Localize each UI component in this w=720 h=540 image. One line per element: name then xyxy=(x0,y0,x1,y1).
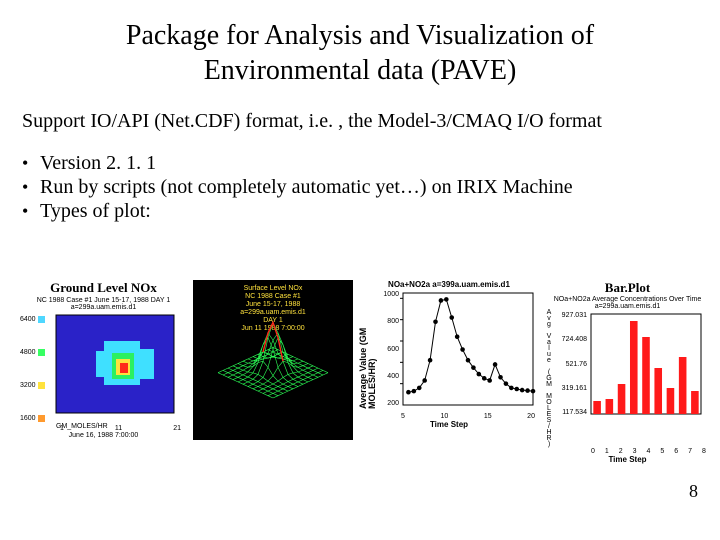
xtick: 4 xyxy=(646,448,650,455)
panel-d-sub2: a=299a.uam.emis.d1 xyxy=(545,303,710,310)
xtick: 10 xyxy=(440,413,448,420)
title-line-2: Environmental data (PAVE) xyxy=(204,55,517,86)
panel-c-xlabel: Time Step xyxy=(359,420,539,429)
xtick: 2 xyxy=(619,448,623,455)
bullet-dot-icon: • xyxy=(22,151,40,175)
bullet-text: Version 2. 1. 1 xyxy=(40,151,156,175)
bullet-text: Run by scripts (not completely automatic… xyxy=(40,175,573,199)
ytick: 800 xyxy=(377,318,399,325)
panel-a-sub1: NC 1988 Case #1 June 15-17, 1988 DAY 1 xyxy=(20,297,187,304)
xtick: 3 xyxy=(633,448,637,455)
panel-c-xticks: 5 10 15 20 xyxy=(359,413,539,420)
ytick: 117.534 xyxy=(553,409,587,416)
bullet-item: • Version 2. 1. 1 xyxy=(22,151,698,175)
legend-val: 6400 xyxy=(20,316,36,323)
svg-text:Jun 11 1988 7:00:00: Jun 11 1988 7:00:00 xyxy=(241,325,304,332)
panel-a-sub2: a=299a.uam.emis.d1 xyxy=(20,304,187,311)
legend-swatch xyxy=(38,349,45,356)
panel-bar: Bar.Plot NOa+NO2a Average Concentrations… xyxy=(545,280,710,450)
xtick: 6 xyxy=(674,448,678,455)
xtick: 5 xyxy=(660,448,664,455)
svg-text:a=299a.uam.emis.d1: a=299a.uam.emis.d1 xyxy=(240,309,306,316)
xtick: 1 xyxy=(605,448,609,455)
panel-d-xticks: 0 1 2 3 4 5 6 7 8 xyxy=(545,448,710,455)
bullet-dot-icon: • xyxy=(22,175,40,199)
svg-text:Surface Level NOx: Surface Level NOx xyxy=(244,285,303,292)
panel-c-title: NOa+NO2a a=399a.uam.emis.d1 xyxy=(359,280,539,289)
xtick: 11 xyxy=(115,425,122,432)
panel-c-chart xyxy=(399,289,539,413)
panel-d-title: Bar.Plot xyxy=(545,280,710,296)
panel-a-caption: June 16, 1988 7:00:00 xyxy=(20,432,187,439)
panel-d-yticks: 927.031 724.408 521.76 319.161 117.534 xyxy=(553,310,587,416)
legend-val: 1600 xyxy=(20,415,36,422)
ytick: 521.76 xyxy=(553,361,587,368)
legend-swatch xyxy=(38,316,45,323)
panel-d-chart xyxy=(587,310,705,420)
panel-d-ylabel: Avg Value (GM MOLES/HR) xyxy=(545,310,553,448)
panel-timeseries: NOa+NO2a a=399a.uam.emis.d1 Average Valu… xyxy=(359,280,539,450)
panel-ground-level-nox: Ground Level NOx NC 1988 Case #1 June 15… xyxy=(20,280,187,450)
support-text: Support IO/API (Net.CDF) format, i.e. , … xyxy=(0,88,720,133)
panel-c-ylabel: Average Value (GM MOLES/HR) xyxy=(359,289,377,409)
panel-a-title: Ground Level NOx xyxy=(20,280,187,296)
ytick: 724.408 xyxy=(553,336,587,343)
xtick: 21 xyxy=(173,425,181,432)
bullet-dot-icon: • xyxy=(22,199,40,223)
ytick: 1000 xyxy=(377,291,399,298)
panel-d-xlabel: Time Step xyxy=(545,455,710,464)
bullet-item: • Run by scripts (not completely automat… xyxy=(22,175,698,199)
legend-swatch xyxy=(38,382,45,389)
ytick: 400 xyxy=(377,373,399,380)
panel-3d-surface: Surface Level NOxNC 1988 Case #1June 15-… xyxy=(193,280,353,450)
bullet-list: • Version 2. 1. 1 • Run by scripts (not … xyxy=(0,133,720,223)
xtick: 8 xyxy=(702,448,706,455)
svg-text:NC 1988 Case #1: NC 1988 Case #1 xyxy=(245,293,301,300)
xtick: 7 xyxy=(688,448,692,455)
xtick: 0 xyxy=(591,448,595,455)
ytick: 200 xyxy=(377,400,399,407)
slide-title: Package for Analysis and Visualization o… xyxy=(0,0,720,88)
ytick: 600 xyxy=(377,346,399,353)
xtick: 20 xyxy=(527,413,535,420)
svg-text:June 15-17, 1988: June 15-17, 1988 xyxy=(246,301,301,308)
xtick: 15 xyxy=(484,413,492,420)
panel-b-mesh: Surface Level NOxNC 1988 Case #1June 15-… xyxy=(193,280,353,440)
xtick: 5 xyxy=(401,413,405,420)
plot-row: Ground Level NOx NC 1988 Case #1 June 15… xyxy=(20,280,710,450)
panel-d-sub: NOa+NO2a Average Concentrations Over Tim… xyxy=(545,296,710,303)
page-number: 8 xyxy=(689,481,698,502)
panel-c-yticks: 1000 800 600 400 200 xyxy=(377,289,399,407)
panel-a-heatmap xyxy=(52,313,178,425)
title-line-1: Package for Analysis and Visualization o… xyxy=(126,20,594,51)
bullet-item: • Types of plot: xyxy=(22,199,698,223)
legend-swatch xyxy=(38,415,45,422)
panel-a-units: GM_MOLES/HR xyxy=(56,423,108,430)
ytick: 319.161 xyxy=(553,385,587,392)
ytick: 927.031 xyxy=(553,312,587,319)
bullet-text: Types of plot: xyxy=(40,199,151,223)
panel-a-legend: 6400 4800 3200 1600 xyxy=(20,313,48,422)
legend-val: 4800 xyxy=(20,349,36,356)
legend-val: 3200 xyxy=(20,382,36,389)
